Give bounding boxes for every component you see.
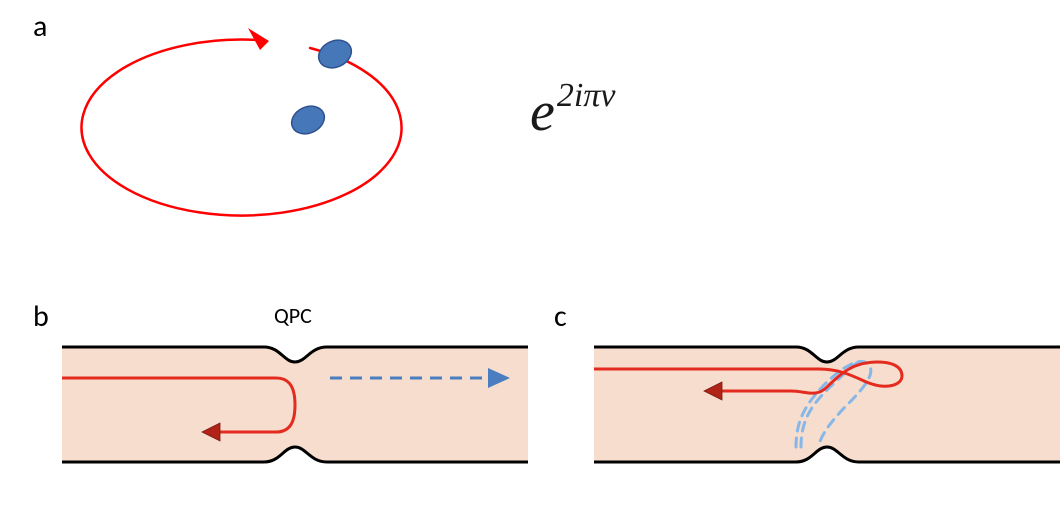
formula-base: e bbox=[530, 81, 555, 143]
panel-c-label: c bbox=[554, 298, 567, 335]
channel-fill-c bbox=[594, 347, 1060, 462]
anyon-bottom bbox=[287, 101, 329, 139]
panel-a-diagram bbox=[60, 15, 480, 245]
panel-b-diagram bbox=[62, 312, 528, 492]
braiding-phase-formula: e2iπν bbox=[530, 80, 615, 144]
formula-exponent: 2iπν bbox=[557, 77, 616, 114]
panel-b-label: b bbox=[33, 298, 49, 335]
panel-c-diagram bbox=[594, 312, 1060, 492]
panel-a-label: a bbox=[33, 8, 47, 45]
anyon-top bbox=[314, 35, 356, 73]
braiding-arc bbox=[82, 40, 402, 216]
qpc-label: QPC bbox=[274, 302, 312, 329]
